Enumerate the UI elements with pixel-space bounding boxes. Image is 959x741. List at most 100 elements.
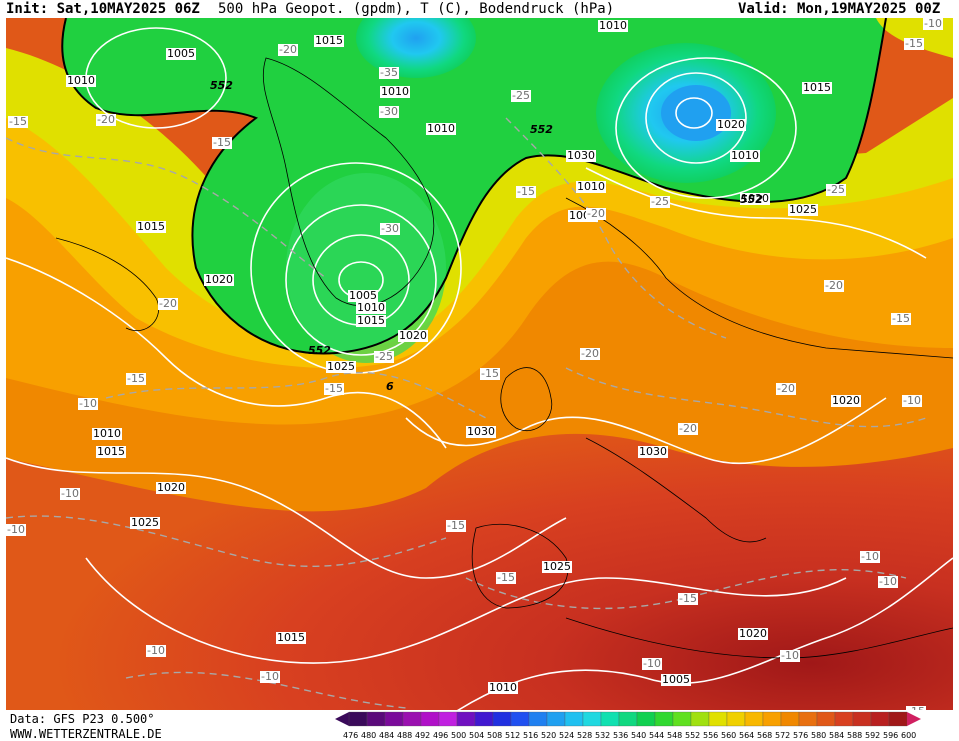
scale-swatch: [618, 711, 638, 727]
scale-swatch: [888, 711, 908, 727]
scale-level-label: 580: [811, 731, 827, 740]
scale-swatch: [582, 711, 602, 727]
geopot-label: 552: [530, 123, 553, 136]
isotherm-label: -15: [904, 37, 924, 50]
scale-swatch: [546, 711, 566, 727]
scale-level-label: 484: [379, 731, 395, 740]
isotherm-label: -15: [446, 519, 466, 532]
isobar-label: 1015: [96, 445, 126, 458]
scale-level-label: 504: [469, 731, 485, 740]
isobar-label: 1010: [730, 149, 760, 162]
scale-swatch: [492, 711, 512, 727]
scale-swatch: [438, 711, 458, 727]
scale-swatch: [870, 711, 890, 727]
isobar-label: 1020: [204, 273, 234, 286]
scale-level-label: 592: [865, 731, 881, 740]
header-bar: Init: Sat,10MAY2025 06Z 500 hPa Geopot. …: [0, 0, 959, 18]
isotherm-label: -10: [878, 575, 898, 588]
isobar-label: 1025: [542, 560, 572, 573]
scandinavia-low-center: [661, 85, 731, 141]
isobar-label: 1005: [661, 673, 691, 686]
isotherm-label: -15: [324, 382, 344, 395]
isotherm-label: -15: [891, 312, 911, 325]
scale-swatch: [708, 711, 728, 727]
isotherm-label: -10: [780, 649, 800, 662]
isotherm-label: -20: [586, 207, 606, 220]
scale-level-label: 556: [703, 731, 719, 740]
data-source: Data: GFS P23 0.500°: [10, 712, 155, 726]
scale-level-label: 576: [793, 731, 809, 740]
isotherm-label: -20: [824, 279, 844, 292]
scale-level-label: 564: [739, 731, 755, 740]
isobar-label: 1010: [488, 681, 518, 694]
isotherm-label: -20: [580, 347, 600, 360]
scale-level-label: 496: [433, 731, 449, 740]
isotherm-label: -10: [78, 397, 98, 410]
site-url: WWW.WETTERZENTRALE.DE: [10, 727, 162, 741]
isotherm-label: -15: [480, 367, 500, 380]
isobar-label: 1005: [166, 47, 196, 60]
scale-swatch: [726, 711, 746, 727]
isotherm-label: -30: [379, 105, 399, 118]
scale-level-label: 572: [775, 731, 791, 740]
isotherm-label: -15: [496, 571, 516, 584]
isobar-label: 1010: [598, 19, 628, 32]
isobar-label: 1010: [92, 427, 122, 440]
scale-level-label: 520: [541, 731, 557, 740]
isotherm-label: -15: [212, 136, 232, 149]
isobar-label: 1020: [740, 192, 770, 205]
scale-level-label: 524: [559, 731, 575, 740]
scale-level-label: 500: [451, 731, 467, 740]
isobar-label: 1025: [788, 203, 818, 216]
isotherm-label: -10: [146, 644, 166, 657]
isotherm-label: -25: [374, 350, 394, 363]
scale-level-label: 540: [631, 731, 647, 740]
scale-level-label: 600: [901, 731, 917, 740]
isotherm-label: -25: [650, 195, 670, 208]
isotherm-label: -10: [260, 670, 280, 683]
isotherm-label: -15: [678, 592, 698, 605]
isobar-label: 1010: [356, 301, 386, 314]
scale-swatch: [780, 711, 800, 727]
scale-level-label: 488: [397, 731, 413, 740]
isotherm-label: -20: [678, 422, 698, 435]
scale-swatch: [816, 711, 836, 727]
geopot-label: 6: [386, 380, 394, 393]
scale-level-label: 552: [685, 731, 701, 740]
isobar-label: 1030: [566, 149, 596, 162]
scale-level-label: 532: [595, 731, 611, 740]
scale-swatch: [384, 711, 404, 727]
isobar-label: 1025: [326, 360, 356, 373]
isobar-label: 1030: [466, 425, 496, 438]
isobar-label: 1020: [716, 118, 746, 131]
scale-level-label: 528: [577, 731, 593, 740]
isobars: [6, 27, 953, 710]
scale-swatch: [654, 711, 674, 727]
isobar-label: 1020: [831, 394, 861, 407]
isotherm-label: -25: [511, 89, 531, 102]
isobar-label: 1015: [276, 631, 306, 644]
isobar-label: 1010: [380, 85, 410, 98]
geopot-label: 552: [210, 79, 233, 92]
init-time: Init: Sat,10MAY2025 06Z: [6, 1, 200, 17]
isotherm-label: -15: [516, 185, 536, 198]
scale-swatch: [474, 711, 494, 727]
scale-level-label: 584: [829, 731, 845, 740]
isobar-label: 1020: [398, 329, 428, 342]
valid-time: Valid: Mon,19MAY2025 00Z: [738, 1, 941, 17]
isobar-label: 1015: [356, 314, 386, 327]
isobar-label: 1015: [136, 220, 166, 233]
isobar-label: 1020: [738, 627, 768, 640]
weather-map: 1005 1010 1015 1010 1010 1015 1020 1005 1010 1015…: [6, 18, 953, 710]
scale-swatch: [600, 711, 620, 727]
scale-level-label: 588: [847, 731, 863, 740]
scale-swatch: [528, 711, 548, 727]
scale-level-label: 536: [613, 731, 629, 740]
isobar-label: 1020: [156, 481, 186, 494]
isobar-label: 1005: [348, 289, 378, 302]
isobar-label: 1025: [130, 516, 160, 529]
map-title: 500 hPa Geopot. (gpdm), T (C), Bodendruc…: [218, 1, 615, 17]
geopot-label: 552: [308, 344, 331, 357]
map-labels: 1005 1010 1015 1010 1010 1015 1020 1005 1010 1015…: [6, 18, 953, 710]
scale-arrow-right: [907, 712, 921, 726]
